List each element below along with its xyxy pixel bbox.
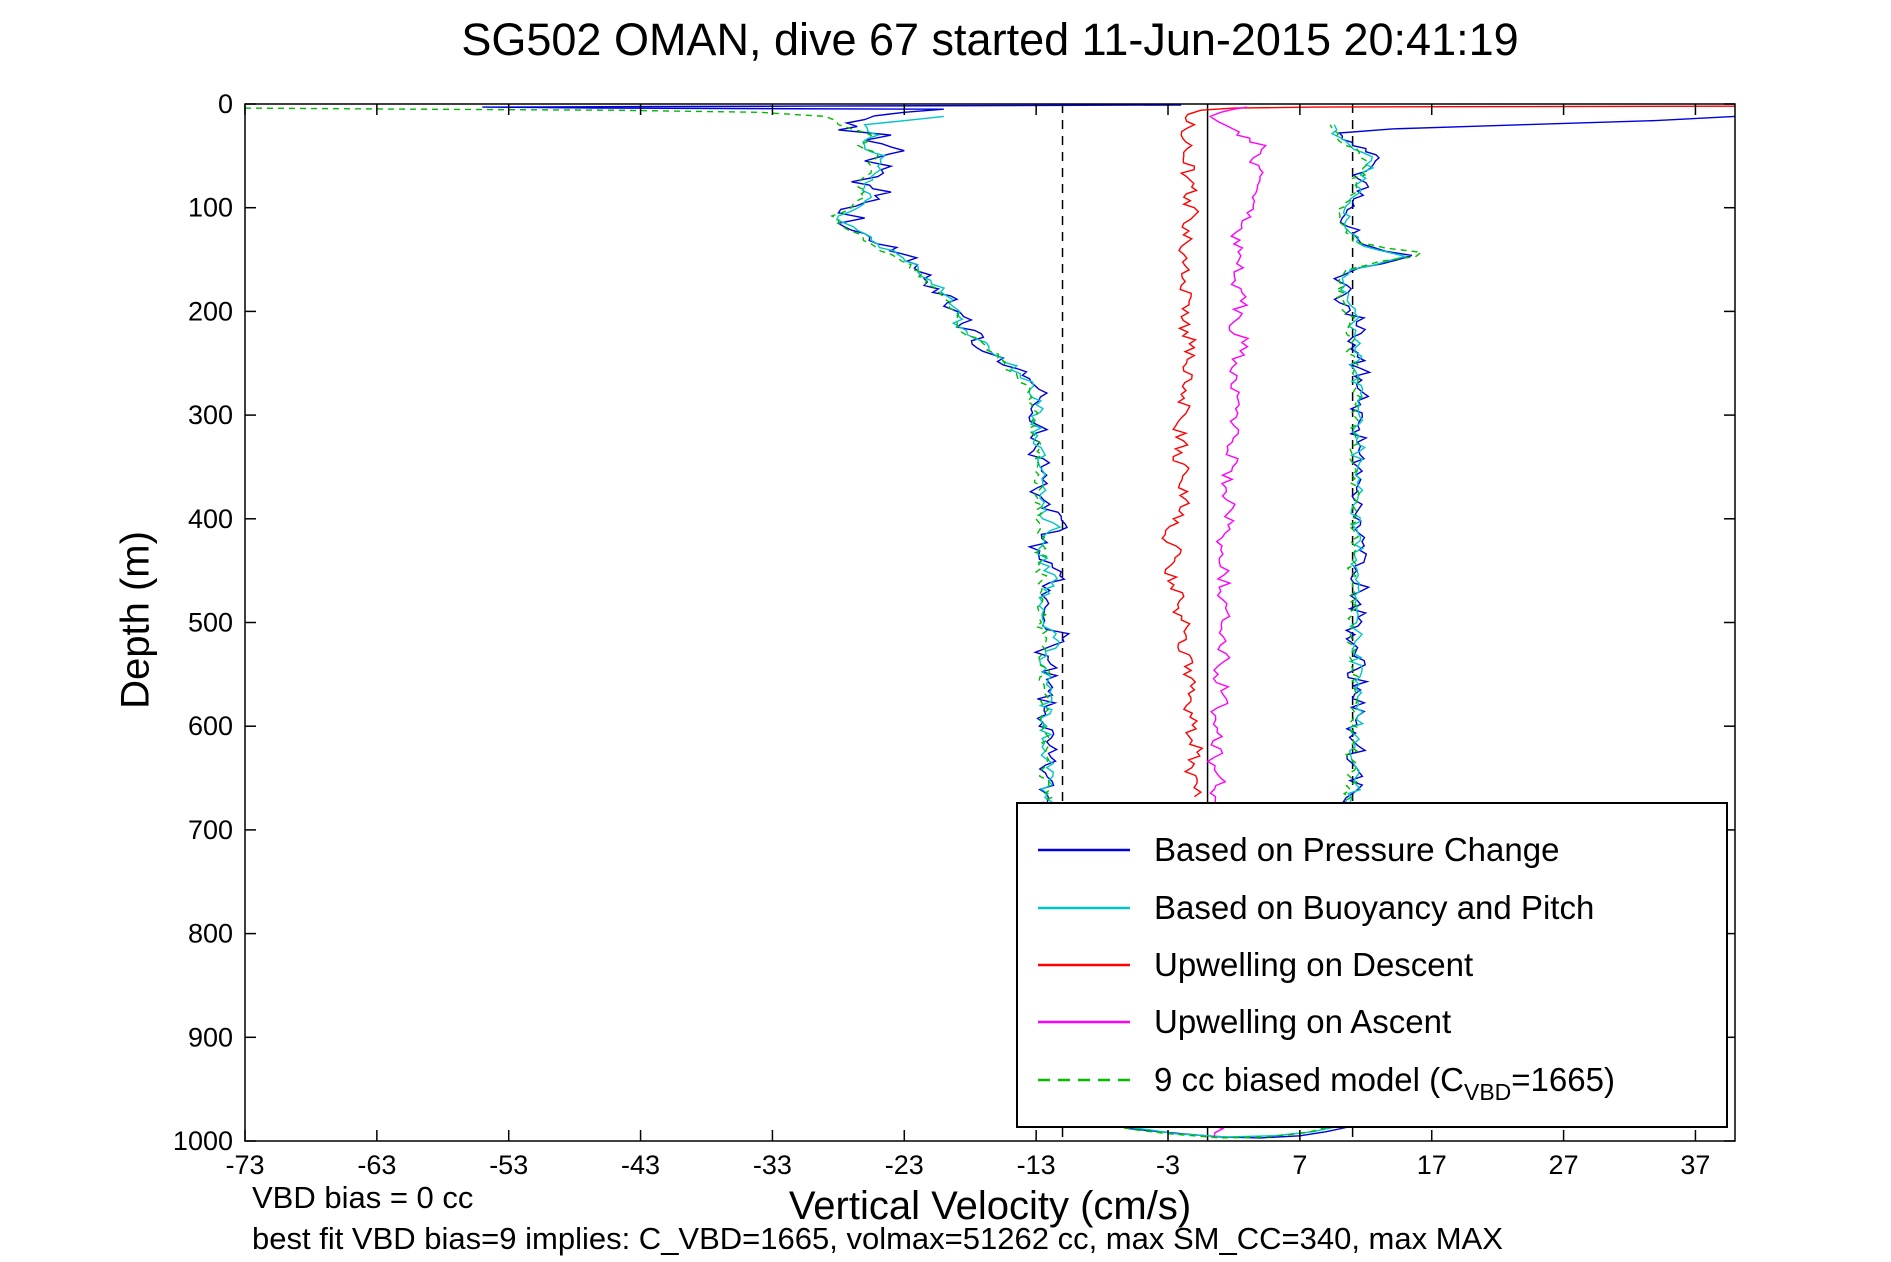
x-tick-label: -73 — [225, 1150, 264, 1180]
chart-title: SG502 OMAN, dive 67 started 11-Jun-2015 … — [461, 14, 1519, 65]
y-tick-label: 1000 — [173, 1126, 233, 1156]
x-tick-label: -53 — [489, 1150, 528, 1180]
best-fit-annotation: best fit VBD bias=9 implies: C_VBD=1665,… — [252, 1221, 1503, 1256]
x-tick-label: 17 — [1417, 1150, 1447, 1180]
legend-line-sample — [1038, 1021, 1130, 1024]
legend: Based on Pressure Change Based on Buoyan… — [1016, 802, 1728, 1128]
y-tick-label: 600 — [188, 711, 233, 741]
x-tick-label: 7 — [1292, 1150, 1307, 1180]
legend-label: Upwelling on Ascent — [1154, 1003, 1452, 1041]
x-axis-label: Vertical Velocity (cm/s) — [788, 1184, 1192, 1228]
legend-label-pre: 9 cc biased model (C — [1154, 1060, 1464, 1098]
legend-label: Upwelling on Descent — [1154, 945, 1474, 983]
vbd-bias-annotation: VBD bias = 0 cc — [252, 1180, 474, 1215]
legend-line-sample — [1038, 906, 1130, 909]
legend-item-buoyancy: Based on Buoyancy and Pitch — [1036, 889, 1726, 927]
y-tick-label: 500 — [188, 608, 233, 638]
y-tick-label: 400 — [188, 504, 233, 534]
y-tick-label: 300 — [188, 400, 233, 430]
legend-label: Based on Pressure Change — [1154, 831, 1560, 869]
series-upwelling-descent — [1161, 105, 1735, 798]
legend-label: 9 cc biased model (CVBD=1665) — [1154, 1060, 1615, 1105]
legend-label-subscript: VBD — [1463, 1078, 1512, 1105]
legend-item-pressure: Based on Pressure Change — [1036, 831, 1726, 869]
legend-item-upwelling-descent: Upwelling on Descent — [1036, 946, 1726, 984]
legend-item-biased-model: 9 cc biased model (CVBD=1665) — [1036, 1060, 1726, 1105]
x-tick-label: -33 — [753, 1150, 792, 1180]
legend-line-sample — [1038, 963, 1130, 967]
legend-line-sample — [1038, 849, 1130, 852]
legend-line-sample — [1038, 1078, 1130, 1081]
x-tick-label: 37 — [1680, 1150, 1710, 1180]
x-tick-label: 27 — [1549, 1150, 1579, 1180]
y-axis-label: Depth (m) — [113, 531, 158, 709]
y-tick-label: 800 — [188, 919, 233, 949]
x-tick-label: -3 — [1156, 1150, 1180, 1180]
legend-label-post: =1665) — [1511, 1060, 1615, 1098]
x-tick-label: -13 — [1017, 1150, 1056, 1180]
x-tick-label: -23 — [885, 1150, 924, 1180]
x-tick-label: -63 — [357, 1150, 396, 1180]
y-tick-label: 700 — [188, 815, 233, 845]
y-tick-label: 0 — [218, 89, 233, 119]
legend-label: Based on Buoyancy and Pitch — [1154, 888, 1595, 926]
y-tick-label: 200 — [188, 296, 233, 326]
y-tick-label: 900 — [188, 1022, 233, 1052]
series-buoyancy-pitch — [835, 115, 1406, 1138]
x-tick-label: -43 — [621, 1150, 660, 1180]
y-tick-label: 100 — [188, 193, 233, 223]
legend-item-upwelling-ascent: Upwelling on Ascent — [1036, 1003, 1726, 1041]
